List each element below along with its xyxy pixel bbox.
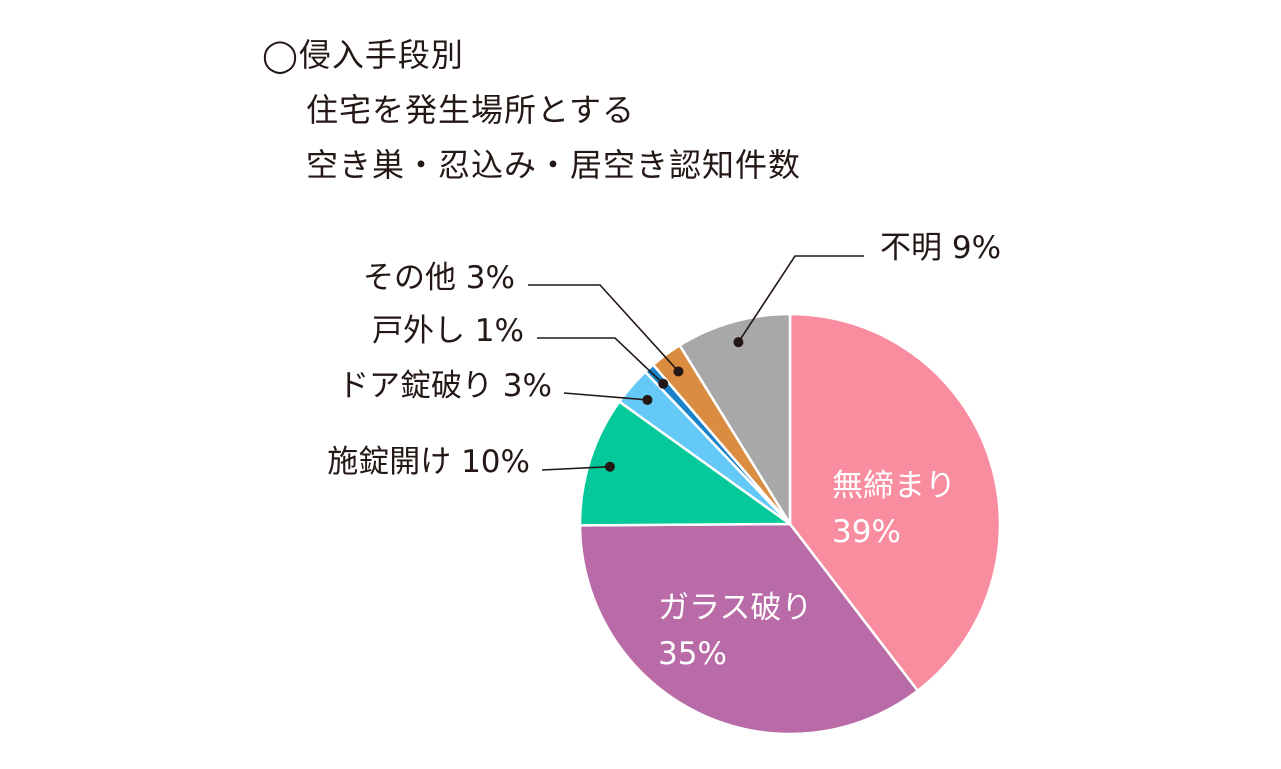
- leader-line-6: [528, 284, 680, 372]
- leader-dot-3: [604, 461, 615, 472]
- leader-line-5: [537, 337, 664, 385]
- chart-title: ◯侵入手段別 住宅を発生場所とする 空き巣・忍込み・居空き認知件数: [262, 28, 801, 193]
- title-line-3: 空き巣・忍込み・居空き認知件数: [306, 146, 802, 184]
- slice-label-2: ガラス破り: [658, 590, 812, 626]
- pie-slice-2: [578, 522, 919, 736]
- slice-label-7: 不明 9%: [880, 230, 1001, 266]
- pie-slice-3: [578, 400, 792, 527]
- leader-line-3: [541, 465, 610, 471]
- leader-dot-5: [658, 378, 669, 389]
- pie-slice-7: [678, 312, 792, 526]
- leader-line-7: [737, 255, 864, 343]
- leader-dot-7: [733, 337, 744, 348]
- slice-value-2: 35%: [658, 636, 727, 672]
- leader-dot-4: [642, 394, 653, 405]
- title-line-1: ◯侵入手段別: [262, 36, 464, 74]
- slice-label-5: 戸外し 1%: [372, 313, 524, 349]
- slice-label-3: 施錠開け 10%: [327, 444, 530, 480]
- slice-value-1: 39%: [832, 514, 901, 550]
- pie-slices: [578, 312, 1002, 736]
- title-line-2: 住宅を発生場所とする: [306, 91, 636, 129]
- leader-line-4: [563, 392, 648, 401]
- leader-dot-6: [673, 366, 684, 377]
- slice-label-4: ドア錠破り 3%: [338, 368, 552, 404]
- pie-labels: 無締まり 39% ガラス破り 35% 施錠開け 10% ドア錠破り 3% 戸外し 1% その他…: [327, 230, 1001, 672]
- pie-slice-1: [788, 312, 1002, 692]
- slice-label-6: その他 3%: [363, 260, 515, 296]
- slice-label-1: 無締まり: [832, 468, 956, 504]
